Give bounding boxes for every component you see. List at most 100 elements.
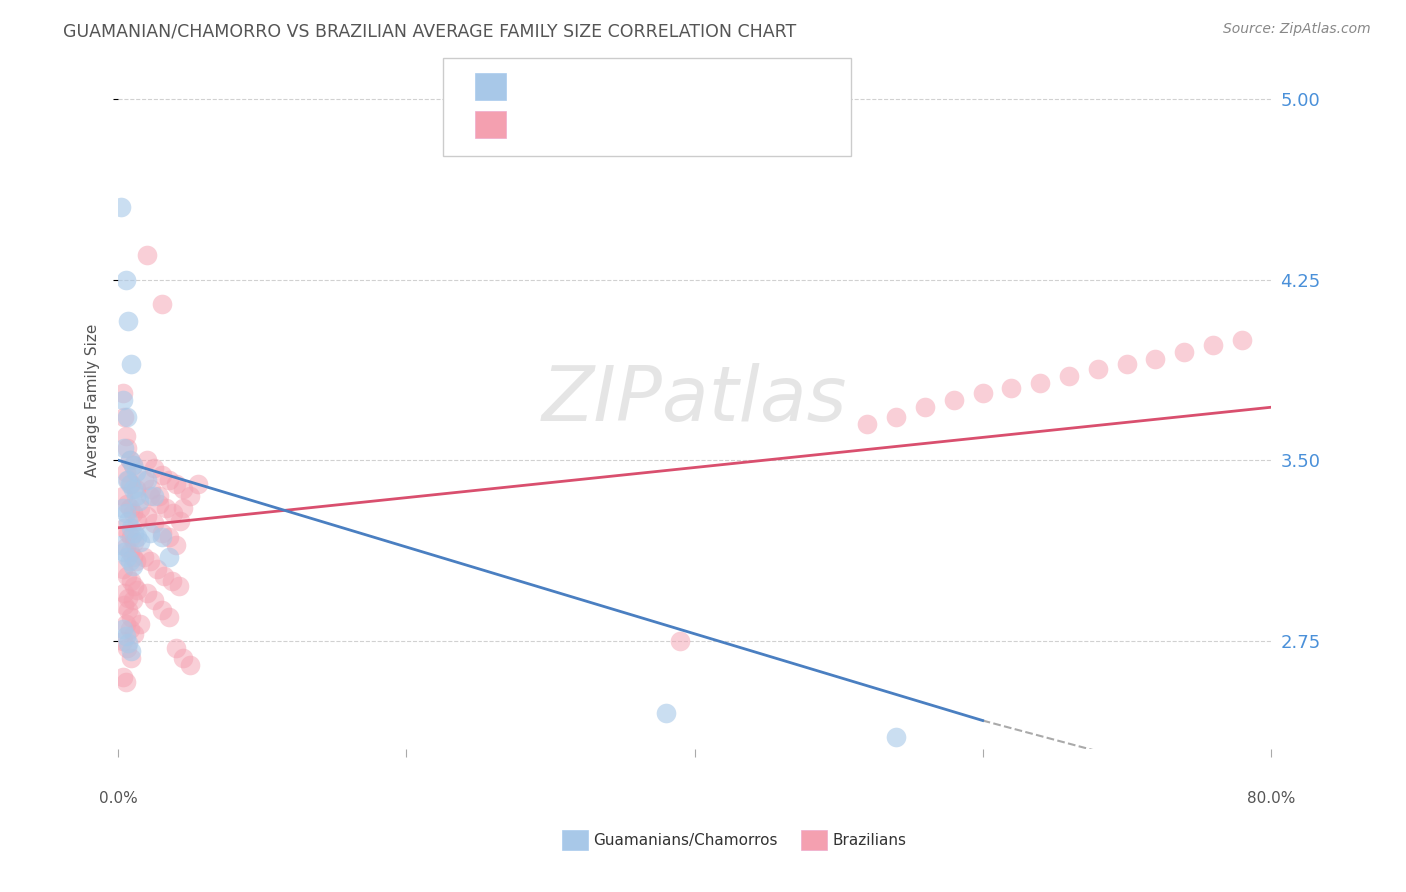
Point [172, 501, 194, 516]
Point [120, 610, 142, 624]
Point [157, 530, 180, 544]
Point [143, 490, 166, 504]
Text: N =: N = [626, 78, 678, 95]
Point [150, 530, 173, 544]
Point [172, 651, 194, 665]
Point [112, 409, 135, 424]
Point [118, 501, 141, 516]
Point [125, 583, 148, 598]
Point [110, 200, 132, 214]
Point [1144, 352, 1167, 367]
Point [914, 401, 936, 415]
Point [117, 602, 139, 616]
Point [117, 591, 139, 605]
Point [124, 466, 146, 480]
Point [115, 497, 138, 511]
Point [143, 516, 166, 530]
Point [114, 272, 136, 286]
Point [111, 490, 134, 504]
Point [121, 506, 143, 520]
Point [120, 574, 142, 588]
Point [114, 675, 136, 690]
Point [155, 501, 177, 516]
Point [148, 490, 170, 504]
Point [669, 634, 692, 648]
Point [115, 442, 138, 456]
Point [117, 473, 139, 487]
Point [125, 514, 148, 528]
Point [118, 545, 141, 559]
Point [128, 494, 150, 508]
Point [111, 634, 134, 648]
Point [884, 731, 907, 745]
Point [120, 521, 142, 535]
Point [146, 562, 169, 576]
Point [1173, 344, 1195, 359]
Text: 95: 95 [672, 116, 697, 134]
Y-axis label: Average Family Size: Average Family Size [86, 324, 100, 476]
Point [136, 508, 159, 523]
Point [121, 482, 143, 496]
Point [120, 651, 142, 665]
Point [122, 627, 145, 641]
Point [122, 578, 145, 592]
Text: 80.0%: 80.0% [1247, 791, 1295, 806]
Point [111, 392, 134, 407]
Point [118, 622, 141, 636]
Point [136, 453, 159, 467]
Point [153, 569, 176, 583]
Point [112, 521, 135, 535]
Text: 0.0%: 0.0% [98, 791, 138, 806]
Point [115, 569, 138, 583]
Text: N =: N = [626, 116, 678, 134]
Point [114, 429, 136, 443]
Point [136, 248, 159, 262]
Point [111, 562, 134, 576]
Point [121, 593, 143, 607]
Point [856, 417, 879, 432]
Point [136, 586, 159, 600]
Point [114, 629, 136, 643]
Point [1230, 333, 1253, 347]
Point [162, 506, 184, 520]
Point [1087, 361, 1109, 376]
Point [129, 535, 152, 549]
Point [972, 385, 994, 400]
Point [160, 574, 183, 588]
Text: R =: R = [520, 116, 565, 134]
Point [167, 578, 190, 592]
Point [115, 549, 138, 564]
Text: Guamanians/Chamorros: Guamanians/Chamorros [593, 833, 778, 847]
Point [157, 549, 180, 564]
Point [121, 549, 143, 564]
Point [111, 501, 134, 516]
Text: GUAMANIAN/CHAMORRO VS BRAZILIAN AVERAGE FAMILY SIZE CORRELATION CHART: GUAMANIAN/CHAMORRO VS BRAZILIAN AVERAGE … [63, 22, 797, 40]
Point [1029, 376, 1052, 391]
Point [114, 617, 136, 632]
Point [121, 458, 143, 472]
Point [148, 497, 170, 511]
Point [121, 458, 143, 472]
Point [124, 554, 146, 568]
Point [1115, 357, 1137, 371]
Text: Source: ZipAtlas.com: Source: ZipAtlas.com [1223, 22, 1371, 37]
Point [118, 453, 141, 467]
Point [136, 473, 159, 487]
Point [117, 514, 139, 528]
Point [139, 525, 162, 540]
Point [124, 482, 146, 496]
Point [115, 473, 138, 487]
Text: ZIPatlas: ZIPatlas [541, 363, 848, 437]
Point [120, 477, 142, 491]
Point [157, 473, 180, 487]
Point [654, 706, 676, 721]
Text: R =: R = [520, 78, 560, 95]
Point [117, 636, 139, 650]
Point [157, 610, 180, 624]
Point [129, 617, 152, 632]
Point [112, 442, 135, 456]
Point [118, 453, 141, 467]
Point [122, 525, 145, 540]
Point [1000, 381, 1022, 395]
Point [884, 409, 907, 424]
